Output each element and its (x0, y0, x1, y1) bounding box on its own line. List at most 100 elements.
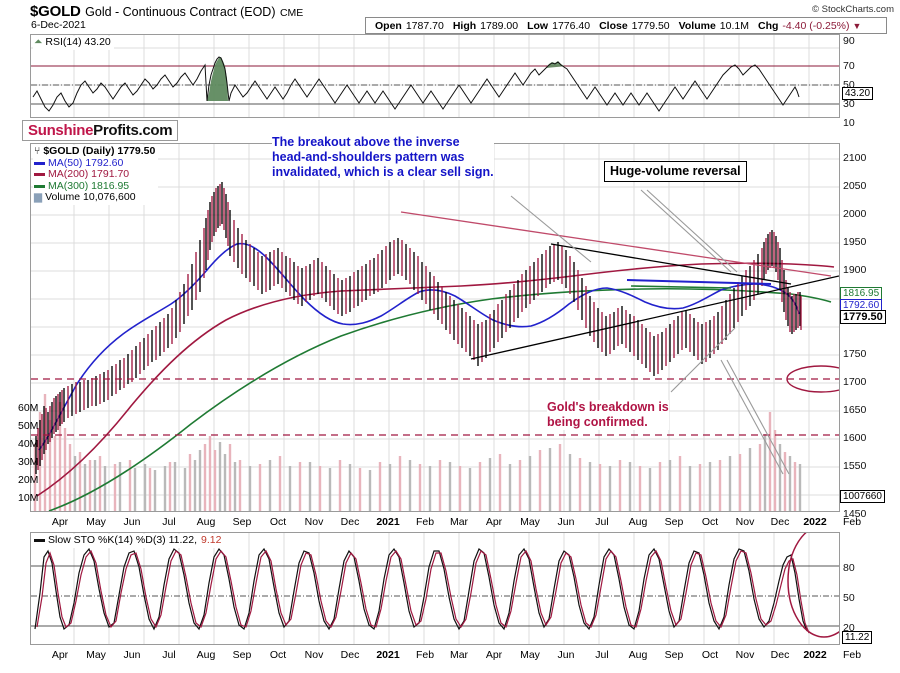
quote-bar: Open 1787.70 High 1789.00 Low 1776.40 Cl… (365, 17, 887, 34)
symbol-ticker: $GOLD (30, 3, 81, 20)
rsi-line (32, 56, 800, 112)
sto-axis-80: 80 (843, 562, 855, 574)
rsi-axis-90: 90 (843, 35, 855, 47)
ma200-swatch (34, 173, 45, 177)
x-tick-jul: Jul (162, 516, 176, 528)
resistance-trendline (400, 211, 832, 277)
quote-date: 6-Dec-2021 (31, 19, 86, 31)
price-bars (35, 182, 802, 474)
price-legend-title: $GOLD (Daily) 1779.50 (43, 145, 156, 157)
price-panel: ⑂ $GOLD (Daily) 1779.50 MA(50) 1792.60 M… (18, 143, 840, 512)
x2-tick-dec2: Dec (770, 649, 790, 661)
low-value: 1776.40 (552, 19, 591, 32)
x2-tick-sep2: Sep (664, 649, 684, 661)
x-tick-2021: 2021 (376, 516, 400, 528)
x-tick-dec: Dec (340, 516, 360, 528)
x2-tick-apr: Apr (51, 649, 69, 661)
sto-swatch (34, 539, 45, 543)
x2-tick-sep: Sep (232, 649, 252, 661)
price-axis-1600: 1600 (843, 432, 867, 444)
close-label: Close (599, 19, 628, 32)
rsi-overbought-fill (207, 57, 228, 101)
rsi-icon: ⏶ (34, 36, 43, 48)
price-svg (31, 144, 839, 511)
ma50-legend: MA(50) 1792.60 (48, 156, 124, 169)
rsi-axis-70: 70 (843, 60, 855, 72)
price-axis-1650: 1650 (843, 404, 867, 416)
volume-bars-icon: ▆ (34, 191, 43, 203)
x2-tick-nov: Nov (304, 649, 324, 661)
logo-part-sunshine: Sunshine (28, 122, 94, 139)
price-axis-1900: 1900 (843, 264, 867, 276)
logo-part-profits: Profits.com (93, 122, 173, 139)
sto-legend-text: Slow STO %K(14) %D(3) 11.22, (48, 534, 197, 546)
chg-label: Chg (757, 19, 779, 32)
x2-tick-jun2: Jun (557, 649, 575, 661)
x-tick-oct: Oct (269, 516, 287, 528)
triangle-upper-trendline (550, 243, 792, 285)
annotation-breakdown-confirmed: Gold's breakdown is being confirmed. (547, 400, 669, 430)
high-value: 1789.00 (480, 19, 519, 32)
volume-axis-10m: 10M (18, 492, 39, 504)
volume-axis-40m: 40M (18, 438, 39, 450)
rsi-axis-30: 30 (843, 98, 855, 110)
x-tick-aug: Aug (196, 516, 216, 528)
chg-value: -4.40 (-0.25%) (782, 19, 850, 32)
x-tick-feb2: Feb (842, 516, 862, 528)
rsi-axis-50: 50 (843, 79, 855, 91)
x-tick-apr: Apr (51, 516, 69, 528)
rsi-legend: ⏶ RSI(14) 43.20 (33, 36, 114, 50)
price-axis-1950: 1950 (843, 236, 867, 248)
sto-axis-20: 20 (843, 622, 855, 634)
x2-tick-mar: Mar (449, 649, 469, 661)
sto-d-line (36, 549, 810, 634)
x-tick-jun: Jun (123, 516, 141, 528)
sunshine-profits-logo: SunshineProfits.com (22, 120, 179, 141)
open-value: 1787.70 (405, 19, 444, 32)
price-axis-1550: 1550 (843, 460, 867, 472)
x2-tick-2021: 2021 (376, 649, 400, 661)
symbol-description: Gold - Continuous Contract (EOD) (85, 5, 276, 19)
slow-sto-panel: Slow STO %K(14) %D(3) 11.22, 9.12 (30, 532, 840, 645)
sto-x-axis: Apr May Jun Jul Aug Sep Oct Nov Dec 2021… (30, 649, 861, 664)
stockcharts-credit: © StockCharts.com (812, 4, 894, 15)
symbol-line: $GOLD Gold - Continuous Contract (EOD) C… (30, 3, 303, 21)
leader-lines (510, 189, 790, 475)
x2-tick-jul2: Jul (595, 649, 609, 661)
low-label: Low (527, 19, 549, 32)
x2-tick-apr2: Apr (485, 649, 503, 661)
x-tick-nov2: Nov (735, 516, 755, 528)
rsi-svg (31, 35, 839, 117)
candlestick-icon: ⑂ (34, 145, 41, 157)
rising-support-trendline (470, 275, 839, 360)
x-tick-nov: Nov (304, 516, 324, 528)
ma200-line (36, 262, 835, 497)
sto-plot (31, 533, 839, 644)
ma300-swatch (34, 184, 45, 188)
price-axis-1750: 1750 (843, 348, 867, 360)
sto-legend-d-value: 9.12 (201, 534, 222, 546)
rsi-panel: ⏶ RSI(14) 43.20 (30, 34, 840, 118)
volume-axis-50m: 50M (18, 420, 39, 432)
volume-axis-20m: 20M (18, 474, 39, 486)
ma300-line (48, 287, 832, 511)
chart-header: $GOLD Gold - Continuous Contract (EOD) C… (0, 0, 900, 34)
x-tick-jun2: Jun (557, 516, 575, 528)
price-axis-2000: 2000 (843, 208, 867, 220)
ma50-line (38, 242, 800, 451)
open-label: Open (375, 19, 402, 32)
x2-tick-jul: Jul (162, 649, 176, 661)
highlight-ellipse-sto (787, 533, 839, 638)
ma300-legend: MA(300) 1816.95 (48, 179, 130, 192)
x2-tick-oct2: Oct (701, 649, 719, 661)
x2-tick-nov2: Nov (735, 649, 755, 661)
sto-value-tag: 11.22 (842, 631, 873, 644)
sto-legend: Slow STO %K(14) %D(3) 11.22, 9.12 (33, 534, 225, 548)
x-tick-may2: May (520, 516, 540, 528)
price-x-axis: Apr May Jun Jul Aug Sep Oct Nov Dec 2021… (30, 516, 861, 531)
x-tick-may: May (86, 516, 106, 528)
volume-axis-30m: 30M (18, 456, 39, 468)
chevron-down-icon: ▼ (852, 20, 862, 31)
x2-tick-aug2: Aug (628, 649, 648, 661)
